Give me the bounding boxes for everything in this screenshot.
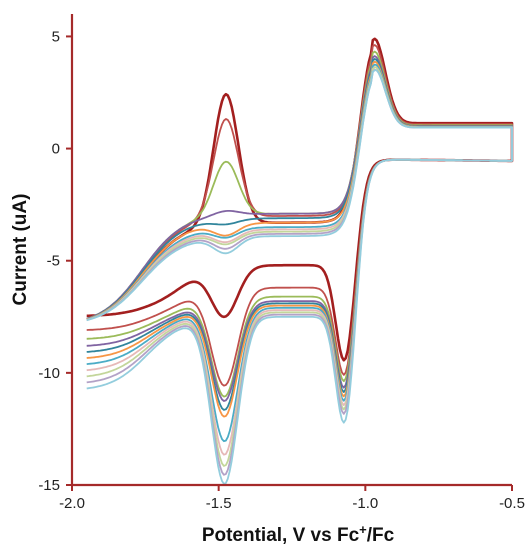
x-tick-label: -2.0: [59, 495, 85, 512]
axes-layer: [70, 14, 512, 487]
y-tick-label: -5: [47, 253, 60, 270]
cv-series-line: [86, 63, 513, 443]
x-axis-title: Potential, V vs Fc+/Fc: [202, 522, 395, 546]
x-tick-label: -1.0: [352, 495, 378, 512]
ticks-layer: 5 0 -5 -10 -15-2.0 -1.5 -1.0 -0.5: [38, 28, 525, 512]
y-tick-label: -10: [38, 365, 60, 382]
y-axis-title: Current (uA): [10, 194, 31, 306]
y-tick-label: 0: [52, 141, 60, 158]
cv-series-line: [86, 69, 513, 485]
y-tick-label: 5: [52, 28, 60, 45]
x-tick-label: -1.5: [206, 495, 232, 512]
cv-series-line: [86, 60, 513, 418]
series-layer: [86, 37, 514, 485]
x-tick-label: -0.5: [499, 495, 525, 512]
y-tick-label: -15: [38, 477, 60, 494]
